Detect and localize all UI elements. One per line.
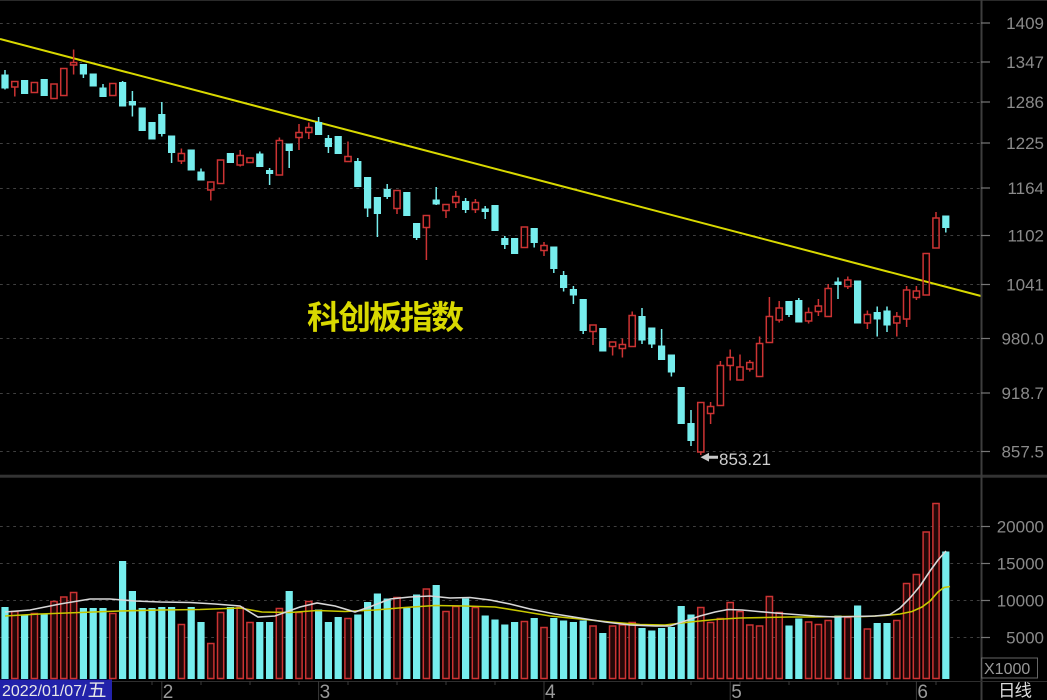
svg-text:980.0: 980.0	[1001, 330, 1044, 349]
svg-text:3: 3	[320, 682, 331, 700]
svg-text:10000: 10000	[997, 592, 1044, 611]
svg-text:6: 6	[917, 682, 928, 700]
svg-text:1409: 1409	[1006, 14, 1044, 33]
svg-text:4: 4	[545, 682, 556, 700]
svg-text:5000: 5000	[1006, 629, 1044, 648]
svg-text:853.21: 853.21	[719, 450, 771, 469]
svg-text:1225: 1225	[1006, 134, 1044, 153]
svg-text:918.7: 918.7	[1001, 384, 1044, 403]
svg-text:1164: 1164	[1007, 179, 1044, 198]
svg-text:1041: 1041	[1006, 276, 1044, 295]
svg-text:1286: 1286	[1006, 93, 1044, 112]
svg-text:1102: 1102	[1007, 227, 1044, 246]
svg-text:2: 2	[163, 682, 174, 700]
svg-text:20000: 20000	[997, 518, 1044, 537]
svg-text:2022/01/07/: 2022/01/07/	[2, 683, 87, 700]
svg-text:15000: 15000	[997, 555, 1044, 574]
svg-text:1347: 1347	[1006, 53, 1044, 72]
svg-text:5: 5	[731, 682, 742, 700]
svg-text:857.5: 857.5	[1001, 443, 1044, 462]
svg-text:X1000: X1000	[984, 661, 1030, 678]
